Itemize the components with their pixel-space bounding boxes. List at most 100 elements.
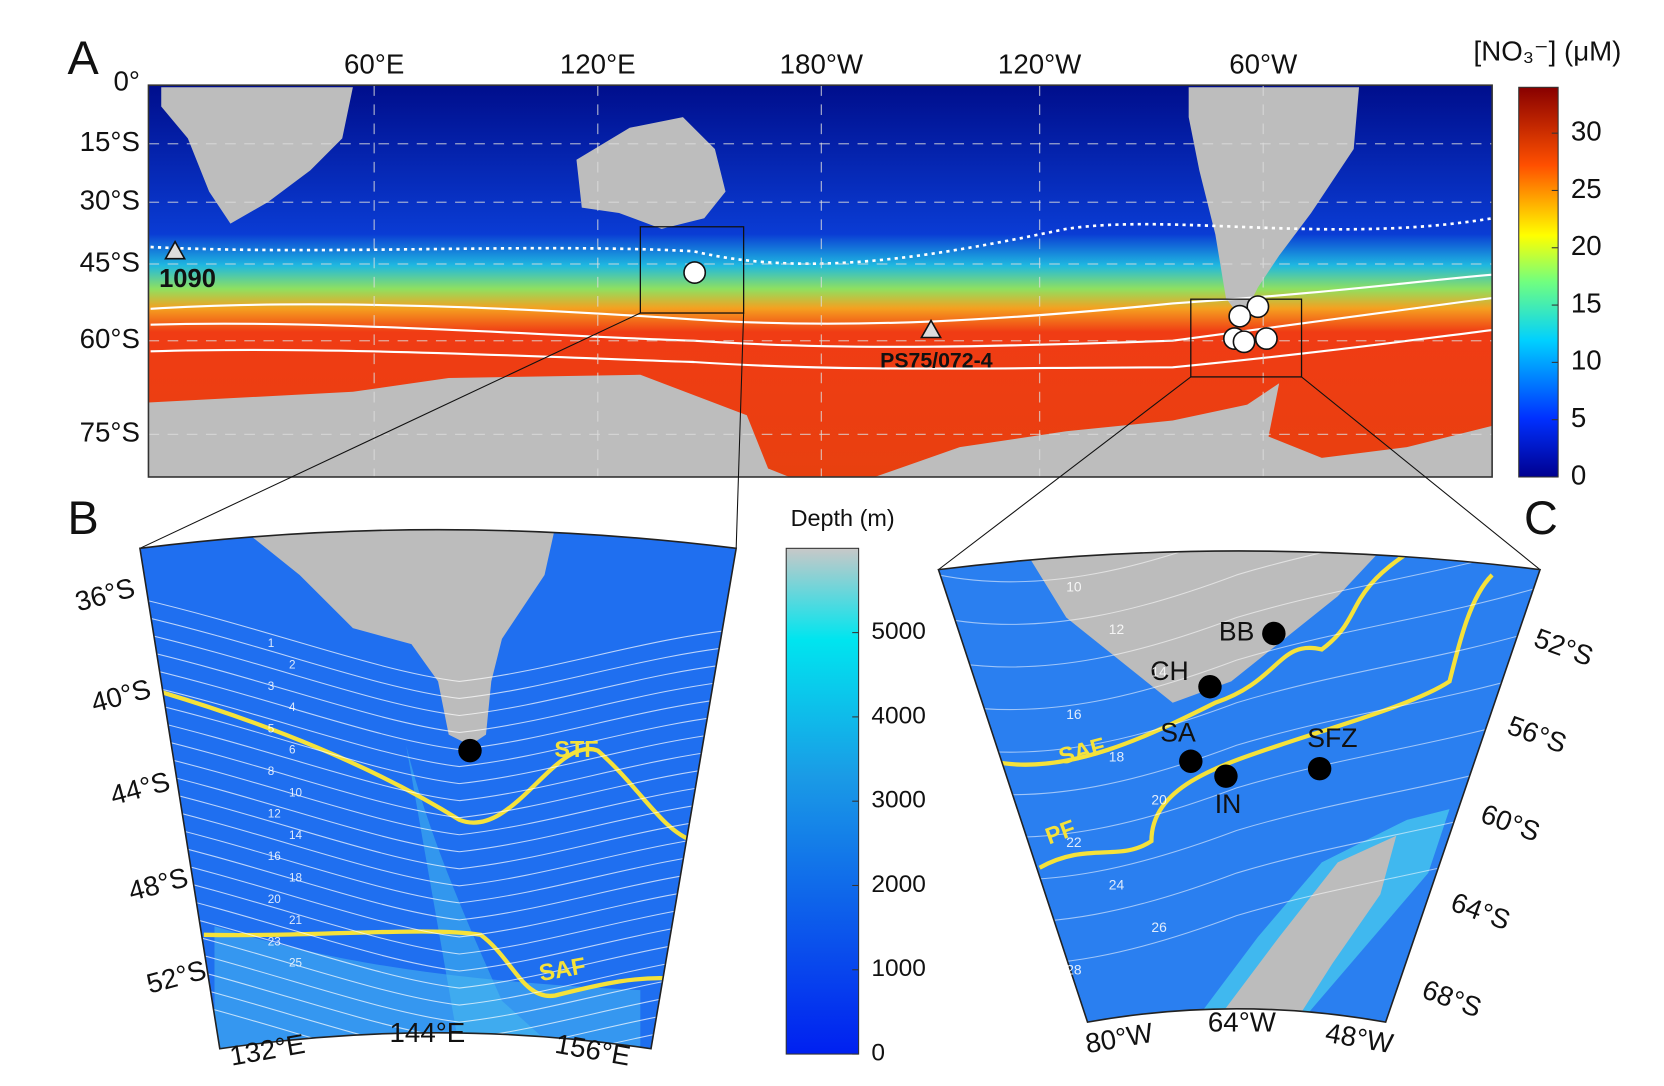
front-label: STF [554, 736, 598, 762]
contour [139, 766, 737, 853]
station-label: 1090 [159, 265, 216, 293]
tick-label: 4000 [871, 702, 925, 729]
contour [139, 595, 737, 682]
panel-label: C [1524, 492, 1558, 544]
lat-label: 52°S [143, 954, 209, 1000]
contour-label: 6 [289, 744, 296, 757]
contour [139, 834, 737, 921]
lon-label: 48°W [1323, 1017, 1396, 1059]
tick-label: 5 [1571, 402, 1586, 433]
panel-c-map [937, 550, 1542, 1024]
lat-label: 45°S [80, 246, 140, 277]
contour-label: 8 [268, 765, 275, 778]
contour [139, 800, 737, 887]
lat-label: 52°S [1530, 622, 1597, 672]
contour [139, 851, 737, 938]
contour-label: 12 [268, 808, 281, 821]
contour [139, 868, 737, 955]
contour [139, 783, 737, 870]
contour-label: 14 [289, 829, 303, 842]
tick-label: 10 [1571, 345, 1602, 376]
contour [139, 646, 737, 734]
contour-label: 16 [268, 850, 281, 863]
lat-label: 15°S [80, 126, 140, 157]
contour [938, 585, 1541, 711]
contour [139, 629, 737, 717]
contour-label: 1 [268, 637, 275, 650]
tick-label: 0 [1571, 459, 1586, 490]
lat-label: 0° [113, 65, 139, 96]
contour [139, 936, 737, 1023]
contour [139, 970, 737, 1049]
station-label: SA [1160, 718, 1196, 748]
lon-label: 60°E [344, 48, 404, 79]
contour [139, 612, 737, 699]
tick-label: 30 [1571, 115, 1602, 146]
lon-label: 80°W [1083, 1017, 1156, 1059]
colorbar [1518, 86, 1559, 478]
tick-label: 1000 [871, 955, 925, 982]
contour [139, 987, 737, 1049]
contour [139, 817, 737, 904]
lon-label: 180°W [780, 48, 864, 79]
lat-label: 56°S [1504, 710, 1571, 760]
lat-label: 30°S [80, 185, 140, 216]
tick-label: 15 [1571, 287, 1602, 318]
contour-label: 2 [289, 659, 296, 672]
tick-label: 25 [1571, 173, 1602, 204]
contour [938, 627, 1541, 753]
contour-label: 25 [289, 957, 303, 970]
contour-label: 16 [1066, 706, 1082, 722]
lat-label: 60°S [1477, 798, 1544, 848]
contour-label: 18 [289, 871, 302, 884]
lon-label: 64°W [1208, 1007, 1277, 1038]
contour-label: 23 [268, 935, 281, 948]
tick-label: 20 [1571, 230, 1602, 261]
panel-b-map [139, 528, 738, 1050]
contour-label: 24 [1109, 876, 1125, 892]
contour-label: 21 [289, 914, 302, 927]
panel-label: B [68, 492, 99, 544]
contour-label: 10 [289, 786, 303, 799]
lon-label: 144°E [390, 1017, 466, 1048]
station-label: PS75/072-4 [880, 349, 993, 373]
contour [938, 550, 1541, 583]
lat-label: 48°S [125, 861, 191, 907]
contour-label: 22 [1066, 834, 1081, 850]
map-decor [148, 85, 1493, 477]
lat-label: 68°S [1418, 974, 1485, 1024]
tick-label: 2000 [871, 871, 925, 898]
lon-label: 120°W [998, 48, 1082, 79]
contour [139, 749, 737, 836]
contour-label: 12 [1109, 621, 1124, 637]
panel-a-map [139, 84, 1541, 571]
lon-label: 60°W [1229, 48, 1298, 79]
contour-label: 10 [1066, 578, 1082, 594]
lat-label: 64°S [1447, 886, 1514, 936]
contour [139, 714, 737, 802]
lon-label: 120°E [560, 48, 636, 79]
station-label: IN [1215, 789, 1242, 819]
contour [139, 731, 737, 819]
contour-label: 4 [289, 701, 296, 714]
lat-label: 60°S [80, 323, 140, 354]
contour [139, 919, 737, 1006]
contour [938, 550, 1541, 668]
contour [139, 902, 737, 989]
tick-label: 5000 [871, 618, 925, 645]
lat-label: 44°S [107, 765, 173, 811]
lat-label: 40°S [88, 673, 154, 719]
contour-label: 5 [268, 722, 275, 735]
lat-label: 36°S [72, 572, 138, 618]
contour-label: 20 [268, 893, 282, 906]
contour [139, 680, 737, 768]
station-label: SFZ [1307, 723, 1357, 753]
tick-label: 0 [871, 1040, 885, 1067]
colorbar [785, 547, 860, 1055]
contour-label: 14 [1151, 664, 1167, 680]
contour [938, 712, 1541, 838]
lat-label: 75°S [80, 417, 140, 448]
contour-label: 20 [1151, 791, 1167, 807]
contour [139, 697, 737, 785]
